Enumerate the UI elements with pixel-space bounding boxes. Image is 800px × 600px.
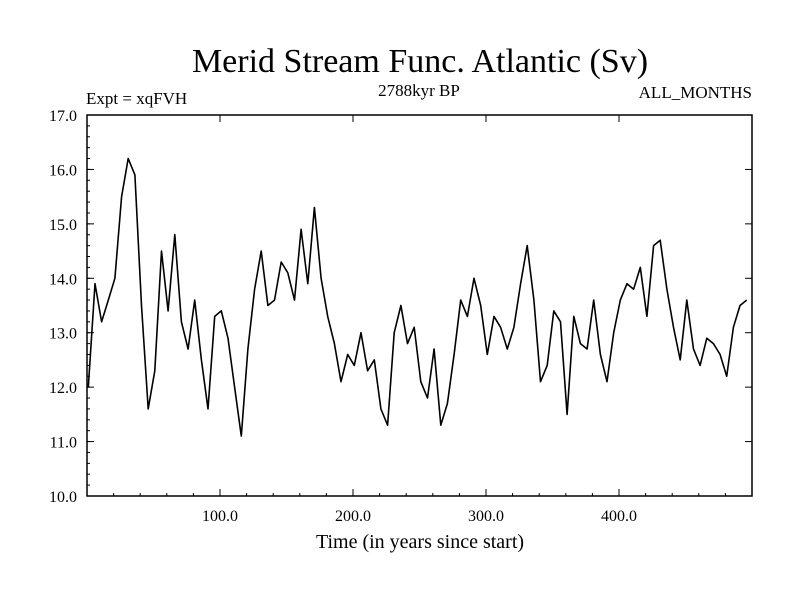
x-tick-label: 100.0 (202, 508, 238, 525)
x-axis-label: Time (in years since start) (316, 531, 524, 553)
y-tick-label: 16.0 (49, 162, 77, 179)
y-tick-label: 11.0 (50, 435, 77, 452)
y-tick-label: 14.0 (49, 271, 77, 288)
y-tick-label: 10.0 (49, 489, 77, 506)
experiment-label: Expt = xqFVH (86, 89, 187, 108)
y-tick-label: 12.0 (49, 380, 77, 397)
y-axis: 10.0 11.0 12.0 13.0 14.0 15.0 16.0 17.0 (49, 108, 752, 506)
period-label: 2788kyr BP (378, 81, 460, 100)
x-tick-label: 400.0 (601, 508, 637, 525)
plot-area (87, 157, 748, 437)
y-tick-label: 17.0 (49, 108, 77, 125)
series-line (87, 157, 748, 437)
plot-frame (86, 114, 753, 497)
x-tick-label: 300.0 (468, 508, 504, 525)
chart-title: Merid Stream Func. Atlantic (Sv) (192, 43, 648, 80)
x-axis: 100.0 200.0 300.0 400.0 (113, 115, 726, 525)
y-tick-label: 15.0 (49, 217, 77, 234)
y-tick-label: 13.0 (49, 326, 77, 343)
x-tick-label: 200.0 (335, 508, 371, 525)
months-label: ALL_MONTHS (639, 83, 752, 102)
